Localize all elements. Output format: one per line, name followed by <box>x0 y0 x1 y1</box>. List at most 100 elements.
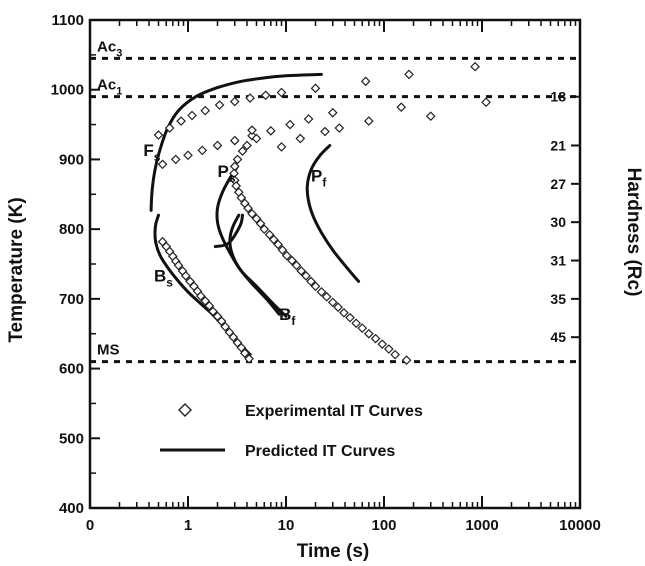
experimental-point <box>220 321 231 332</box>
experimental-point <box>239 348 250 359</box>
experimental-point <box>229 135 240 146</box>
y-tick-label: 800 <box>59 221 84 238</box>
experimental-point <box>212 140 223 151</box>
experimental-point <box>247 208 257 219</box>
experimental-point <box>295 133 306 144</box>
experimental-point <box>176 116 186 126</box>
experimental-point <box>232 154 243 165</box>
curve-label-bs: Bs <box>154 266 173 289</box>
x-tick-label: 1 <box>184 517 192 534</box>
experimental-point <box>316 287 327 297</box>
legend-entry-label: Experimental IT Curves <box>245 403 423 420</box>
experimental-point <box>370 333 381 344</box>
hardness-tick-label: 18 <box>550 89 566 105</box>
predicted-curves <box>149 72 361 357</box>
experimental-point <box>396 102 407 112</box>
ref-label-ac3: Ac3 <box>97 38 122 59</box>
x-tick-label: 0 <box>86 517 94 534</box>
experimental-point <box>251 213 262 224</box>
curve-label-fs: Fs <box>143 141 160 164</box>
experimental-point <box>236 192 247 203</box>
experimental-point <box>339 307 349 318</box>
experimental-point <box>276 87 287 98</box>
y-tick-label: 900 <box>59 151 84 168</box>
y-tick-label: 500 <box>59 430 84 447</box>
experimental-point <box>208 306 218 317</box>
x-tick-label: 100 <box>371 517 396 534</box>
x-tick-label: 10000 <box>559 517 601 534</box>
experimental-point <box>183 150 193 161</box>
experimental-point <box>245 93 255 103</box>
experimental-point <box>268 234 279 245</box>
y-tick-label: 600 <box>59 361 84 378</box>
experimental-point <box>244 353 254 364</box>
hardness-tick-label: 27 <box>550 176 566 192</box>
experimental-point <box>195 291 206 301</box>
experimental-point <box>333 302 343 313</box>
hardness-tick-label: 31 <box>550 253 566 269</box>
experimental-point <box>170 154 181 165</box>
experimental-point <box>216 316 227 327</box>
predicted-curve-fs <box>149 72 323 212</box>
y-tick-label: 1100 <box>51 12 84 29</box>
curve-label-pf: Pf <box>311 167 327 190</box>
experimental-point <box>303 114 314 124</box>
experimental-point <box>281 250 292 261</box>
experimental-point <box>321 291 332 302</box>
experimental-point <box>187 110 197 121</box>
experimental-point <box>363 116 374 126</box>
predicted-curve-pmid <box>213 213 244 249</box>
hardness-tick-label: 35 <box>550 291 566 307</box>
experimental-point <box>296 266 307 276</box>
experimental-point <box>404 69 414 80</box>
experimental-point <box>425 111 436 122</box>
experimental-point <box>351 318 362 329</box>
x-tick-label: 1000 <box>465 517 498 534</box>
predicted-curve-pf <box>305 144 361 283</box>
y-tick-label: 700 <box>59 291 84 308</box>
experimental-point <box>327 297 338 308</box>
y2-axis-title: Hardness (Rc) <box>623 168 644 297</box>
y-tick-label: 1000 <box>51 82 84 99</box>
experimental-point <box>265 125 276 136</box>
experimental-point <box>173 260 184 271</box>
curve-label-bf: Bf <box>279 305 296 328</box>
experimental-point <box>200 105 211 116</box>
hardness-tick-label: 21 <box>550 137 566 153</box>
experimental-point <box>277 245 288 255</box>
experimental-point <box>247 125 257 135</box>
experimental-points <box>153 61 491 366</box>
experimental-point <box>481 97 491 108</box>
experimental-point <box>243 203 253 214</box>
experimental-point <box>251 133 262 144</box>
ref-label-ms: MS <box>97 342 120 359</box>
hardness-tick-label: 30 <box>550 214 566 230</box>
experimental-point <box>470 61 480 72</box>
experimental-point <box>197 145 208 156</box>
experimental-point <box>301 271 311 281</box>
predicted-curve-bf <box>228 213 281 316</box>
experimental-point <box>164 123 175 133</box>
experimental-point <box>285 119 295 130</box>
y-tick-label: 400 <box>59 500 84 517</box>
experimental-point <box>259 224 270 234</box>
y-axis-title: Temperature (K) <box>6 197 27 342</box>
experimental-point <box>204 300 215 311</box>
experimental-point <box>180 271 191 281</box>
experimental-point <box>310 281 321 292</box>
hardness-tick-label: 45 <box>550 329 566 345</box>
annotations: Fs Ps Pf Bs Bf <box>143 141 327 328</box>
ref-label-ac1: Ac1 <box>97 77 122 98</box>
experimental-point <box>264 229 275 240</box>
experimental-point <box>273 239 283 250</box>
legend: Experimental IT Curves Predicted IT Curve… <box>160 403 423 460</box>
experimental-point <box>345 312 355 323</box>
experimental-point <box>200 296 211 306</box>
experimental-point <box>310 83 321 94</box>
experimental-point <box>383 344 394 354</box>
experimental-point <box>229 96 240 107</box>
experimental-point <box>255 218 266 229</box>
x-tick-label: 10 <box>278 517 295 534</box>
legend-diamond-marker <box>178 403 192 417</box>
axes: 0 1 10 100 1000 10000 400 500 600 700 800 900 1000 11… <box>51 12 601 534</box>
